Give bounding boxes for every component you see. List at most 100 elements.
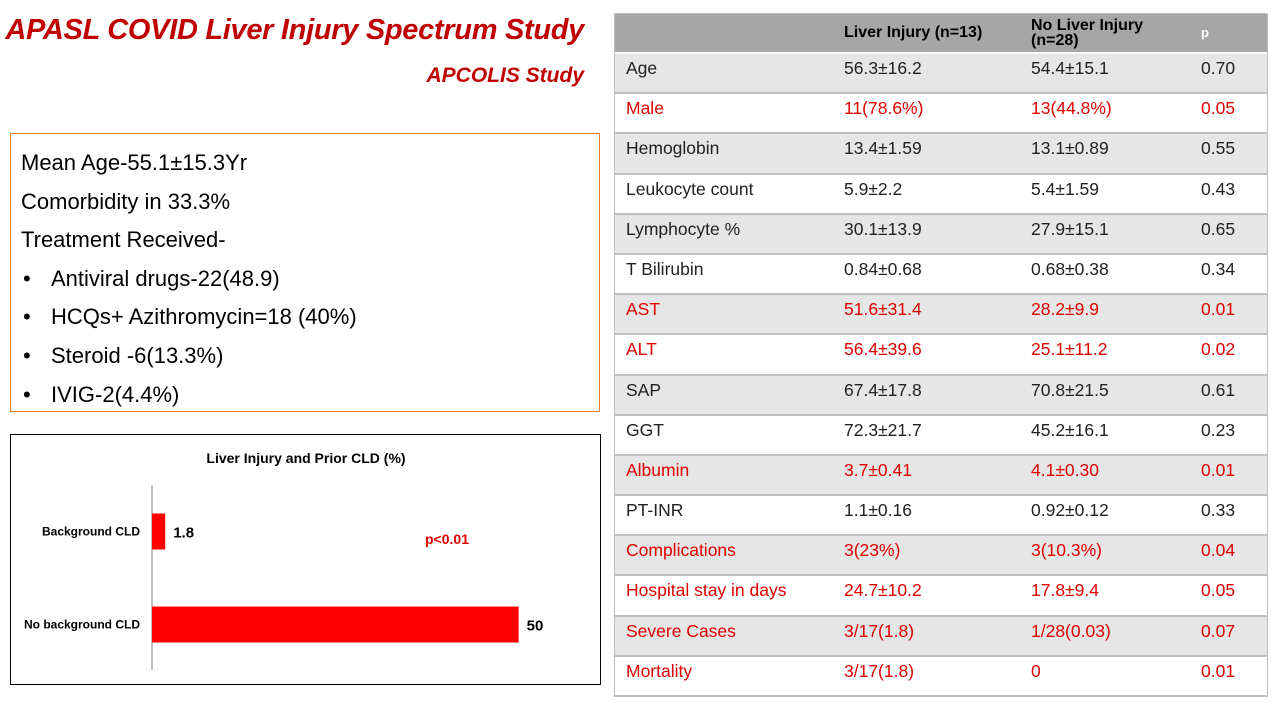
table-row: Albumin 3.7±0.41 4.1±0.30 0.01 [614, 454, 1268, 496]
row-label: Albumin [626, 459, 690, 480]
table-header-row: Liver Injury (n=13) No Liver Injury (n=2… [614, 13, 1268, 53]
p-value: 0.23 [1201, 419, 1236, 440]
p-value: 0.07 [1201, 620, 1236, 641]
row-label: Male [626, 98, 664, 119]
row-label: SAP [626, 379, 662, 400]
treatment-bullet: • HCQs+ Azithromycin=18 (40%) [21, 298, 589, 337]
table-row: Complications 3(23%) 3(10.3%) 0.04 [614, 535, 1268, 576]
p-value: 0.05 [1201, 98, 1236, 119]
no-liver-injury-value: 27.9±15.1 [1031, 218, 1109, 239]
treatment-item: Steroid -6(13.3%) [51, 342, 224, 368]
p-value: 0.04 [1201, 540, 1236, 561]
table-row: Severe Cases 3/17(1.8) 1/28(0.03) 0.07 [614, 615, 1268, 656]
table-row: Hemoglobin 13.4±1.59 13.1±0.89 0.55 [614, 133, 1268, 174]
header-p-value: p [1201, 25, 1209, 40]
slide-subtitle: APCOLIS Study [426, 64, 584, 87]
chart-bar [152, 606, 519, 643]
no-liver-injury-value: 0.92±0.12 [1031, 500, 1109, 521]
row-label: Lymphocyte % [626, 218, 741, 239]
no-liver-injury-value: 3(10.3%) [1031, 540, 1103, 561]
chart-data-label: 1.8 [173, 525, 194, 542]
p-value: 0.65 [1201, 218, 1236, 239]
no-liver-injury-value: 4.1±0.30 [1031, 459, 1099, 480]
liver-injury-value: 56.3±16.2 [844, 58, 922, 78]
slide-title: APASL COVID Liver Injury Spectrum Study [5, 14, 584, 46]
chart-bar [152, 513, 166, 550]
treatment-item: Antiviral drugs-22(48.9) [51, 265, 280, 291]
table-row: Age 56.3±16.2 54.4±15.1 0.70 [614, 53, 1268, 94]
liver-injury-value: 67.4±17.8 [844, 379, 922, 400]
summary-comorbidity: Comorbidity in 33.3% [21, 188, 231, 214]
liver-injury-value: 11(78.6%) [844, 98, 924, 119]
p-value: 0.01 [1201, 299, 1236, 320]
no-liver-injury-value: 13(44.8%) [1031, 98, 1112, 119]
no-liver-injury-value: 45.2±16.1 [1031, 419, 1109, 440]
row-label: Hemoglobin [626, 138, 720, 159]
liver-injury-value: 1.1±0.16 [844, 500, 912, 521]
chart-data-label: 50 [527, 618, 544, 635]
chart-title: Liver Injury and Prior CLD (%) [206, 450, 405, 466]
liver-injury-value: 13.4±1.59 [844, 138, 922, 159]
table-row: Hospital stay in days 24.7±10.2 17.8±9.4 0.… [614, 575, 1268, 616]
p-value: 0.05 [1201, 580, 1236, 601]
row-label: Hospital stay in days [626, 580, 787, 601]
p-value: 0.01 [1201, 660, 1236, 681]
no-liver-injury-value: 0.68±0.38 [1031, 258, 1109, 279]
no-liver-injury-value: 13.1±0.89 [1031, 138, 1109, 159]
row-label: GGT [626, 419, 664, 440]
row-label: Severe Cases [626, 620, 736, 641]
liver-injury-value: 3/17(1.8) [844, 620, 915, 641]
liver-injury-value: 24.7±10.2 [844, 580, 922, 601]
treatment-item: IVIG-2(4.4%) [51, 381, 180, 407]
p-value: 0.70 [1201, 58, 1236, 78]
p-value: 0.43 [1201, 178, 1236, 199]
liver-injury-cld-chart: Liver Injury and Prior CLD (%) p<0.01 Ba… [10, 434, 601, 685]
p-value: 0.34 [1201, 258, 1236, 279]
table-row: T Bilirubin 0.84±0.68 0.68±0.38 0.34 [614, 253, 1268, 295]
row-label: Complications [626, 540, 736, 561]
p-value: 0.01 [1201, 459, 1236, 480]
liver-injury-value: 5.9±2.2 [844, 178, 903, 199]
table-row: Mortality 3/17(1.8) 0 0.01 [614, 655, 1268, 696]
chart-annotation-pvalue: p<0.01 [425, 531, 469, 547]
table-row: Leukocyte count 5.9±2.2 5.4±1.59 0.43 [614, 173, 1268, 214]
bullet-icon: • [23, 304, 31, 330]
chart-category-label: Background CLD [42, 525, 140, 539]
no-liver-injury-value: 1/28(0.03) [1031, 620, 1111, 641]
table-row: PT-INR 1.1±0.16 0.92±0.12 0.33 [614, 495, 1268, 536]
liver-injury-value: 3.7±0.41 [844, 459, 912, 480]
no-liver-injury-value: 17.8±9.4 [1031, 580, 1099, 601]
comparison-table: Liver Injury (n=13) No Liver Injury (n=2… [614, 13, 1268, 697]
liver-injury-value: 0.84±0.68 [844, 258, 922, 279]
liver-injury-value: 72.3±21.7 [844, 419, 922, 440]
p-value: 0.33 [1201, 500, 1236, 521]
row-label: Leukocyte count [626, 178, 754, 199]
table-row: Lymphocyte % 30.1±13.9 27.9±15.1 0.65 [614, 213, 1268, 254]
table-row: SAP 67.4±17.8 70.8±21.5 0.61 [614, 374, 1268, 415]
treatment-bullet: • Antiviral drugs-22(48.9) [21, 260, 589, 299]
bullet-icon: • [23, 381, 31, 407]
header-liver-injury: Liver Injury (n=13) [844, 24, 983, 41]
row-label: T Bilirubin [626, 258, 704, 279]
row-label: AST [626, 299, 661, 320]
liver-injury-value: 56.4±39.6 [844, 339, 922, 360]
p-value: 0.61 [1201, 379, 1236, 400]
p-value: 0.55 [1201, 138, 1236, 159]
header-parameter [614, 13, 832, 53]
no-liver-injury-value: 54.4±15.1 [1031, 58, 1109, 78]
liver-injury-value: 51.6±31.4 [844, 299, 922, 320]
table-row: AST 51.6±31.4 28.2±9.9 0.01 [614, 294, 1268, 335]
liver-injury-value: 30.1±13.9 [844, 218, 922, 239]
summary-box: Mean Age-55.1±15.3Yr Comorbidity in 33.3… [10, 133, 600, 412]
liver-injury-value: 3/17(1.8) [844, 660, 915, 681]
row-label: Mortality [626, 660, 693, 681]
row-label: PT-INR [626, 500, 684, 521]
chart-canvas: Liver Injury and Prior CLD (%) p<0.01 Ba… [24, 450, 544, 670]
treatment-bullet: • IVIG-2(4.4%) [21, 376, 589, 415]
p-value: 0.02 [1201, 339, 1236, 360]
table-row: GGT 72.3±21.7 45.2±16.1 0.23 [614, 414, 1268, 455]
chart-category-label: No background CLD [24, 618, 140, 632]
row-label: ALT [626, 339, 657, 360]
bullet-icon: • [23, 342, 31, 368]
no-liver-injury-value: 5.4±1.59 [1031, 178, 1099, 199]
